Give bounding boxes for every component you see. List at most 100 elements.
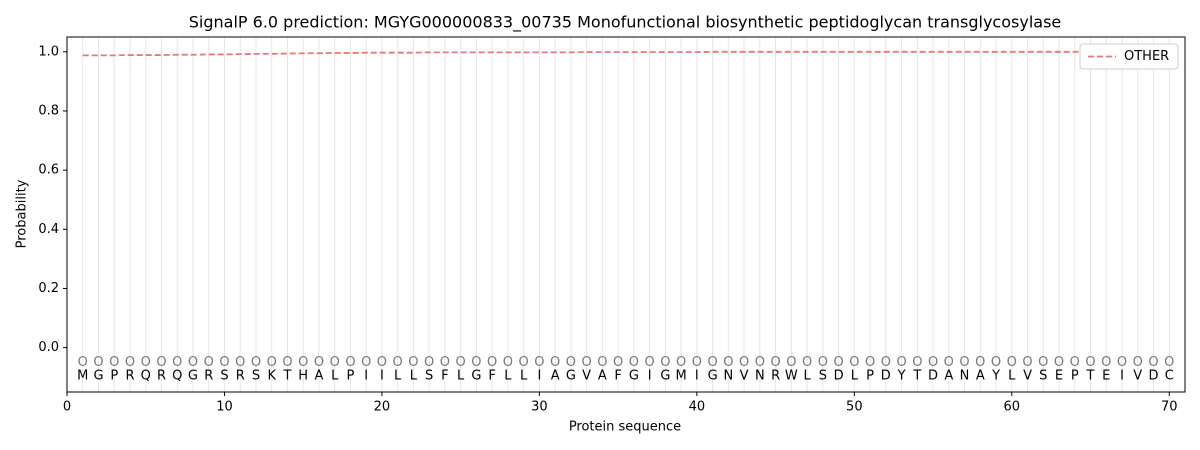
region-label: O	[487, 355, 497, 370]
region-label: O	[1101, 355, 1111, 370]
residue-label: L	[803, 369, 811, 384]
region-label: O	[739, 355, 749, 370]
region-label: O	[534, 355, 544, 370]
region-label: O	[1070, 355, 1080, 370]
residue-label: P	[1071, 369, 1079, 384]
region-label: O	[93, 355, 103, 370]
residue-label: G	[660, 369, 670, 384]
region-label: O	[1133, 355, 1143, 370]
residue-label: A	[598, 369, 607, 384]
chart-title: SignalP 6.0 prediction: MGYG000000833_00…	[189, 13, 1062, 33]
residue-label: K	[267, 369, 276, 384]
region-label: O	[550, 355, 560, 370]
region-label: O	[188, 355, 198, 370]
residue-label: G	[471, 369, 481, 384]
residue-label: A	[944, 369, 953, 384]
region-label: O	[802, 355, 812, 370]
residue-label: E	[1055, 369, 1063, 384]
residue-label: V	[1133, 369, 1142, 384]
x-tick-label: 40	[689, 400, 706, 415]
y-tick-label: 0.6	[38, 163, 59, 178]
residue-label: Y	[897, 369, 906, 384]
region-label: O	[818, 355, 828, 370]
x-tick-label: 60	[1004, 400, 1021, 415]
region-label: O	[172, 355, 182, 370]
x-tick-label: 20	[374, 400, 391, 415]
region-label: O	[865, 355, 875, 370]
residue-label: G	[708, 369, 718, 384]
region-label: O	[282, 355, 292, 370]
region-label: O	[928, 355, 938, 370]
residue-label: D	[1148, 369, 1158, 384]
region-label: O	[1007, 355, 1017, 370]
residue-label: N	[723, 369, 733, 384]
residue-label: V	[740, 369, 749, 384]
region-label: O	[629, 355, 639, 370]
x-axis-label: Protein sequence	[569, 420, 681, 435]
region-label: O	[393, 355, 403, 370]
residue-label: C	[1165, 369, 1174, 384]
residue-label: V	[582, 369, 591, 384]
residue-label: T	[282, 369, 291, 384]
region-label: O	[1022, 355, 1032, 370]
region-label: O	[314, 355, 324, 370]
residue-label: Q	[172, 369, 182, 384]
y-axis-label: Probability	[15, 179, 30, 248]
region-label: O	[219, 355, 229, 370]
residue-label: R	[236, 369, 245, 384]
region-label: O	[471, 355, 481, 370]
region-label: O	[519, 355, 529, 370]
residue-label: D	[834, 369, 844, 384]
region-label: O	[692, 355, 702, 370]
residue-label: I	[648, 369, 652, 384]
region-label: O	[770, 355, 780, 370]
region-label: O	[251, 355, 261, 370]
residue-label: S	[220, 369, 228, 384]
region-label: O	[896, 355, 906, 370]
residue-label: S	[252, 369, 260, 384]
x-tick-label: 30	[531, 400, 548, 415]
series-line	[82, 50, 1170, 57]
region-label: O	[1038, 355, 1048, 370]
region-label: O	[582, 355, 592, 370]
region-label: O	[141, 355, 151, 370]
region-label: O	[849, 355, 859, 370]
residue-label: L	[331, 369, 339, 384]
residue-label: M	[77, 369, 88, 384]
residue-label: S	[425, 369, 433, 384]
residue-label: V	[1023, 369, 1032, 384]
residue-label: L	[410, 369, 418, 384]
residue-label: A	[314, 369, 323, 384]
region-label: O	[723, 355, 733, 370]
region-label: O	[991, 355, 1001, 370]
x-tick-label: 50	[846, 400, 863, 415]
residue-label: P	[110, 369, 118, 384]
plot-frame	[66, 36, 1186, 393]
region-label: O	[235, 355, 245, 370]
residue-label: N	[755, 369, 765, 384]
legend-label: OTHER	[1124, 49, 1169, 64]
region-label: O	[1164, 355, 1174, 370]
residue-label: L	[394, 369, 402, 384]
region-label: O	[267, 355, 277, 370]
residue-label: M	[676, 369, 687, 384]
residue-label: F	[614, 369, 621, 384]
residue-label: I	[695, 369, 699, 384]
residue-label: R	[204, 369, 213, 384]
x-tick-label: 70	[1161, 400, 1178, 415]
region-label: O	[660, 355, 670, 370]
y-tick-label: 0.4	[38, 222, 59, 237]
residue-label: R	[771, 369, 780, 384]
region-label: O	[881, 355, 891, 370]
region-label: O	[1085, 355, 1095, 370]
x-tick-label: 0	[63, 400, 71, 415]
region-label: O	[330, 355, 340, 370]
residue-label: P	[866, 369, 874, 384]
residue-label: S	[1039, 369, 1047, 384]
residue-label: W	[785, 369, 798, 384]
region-label: O	[912, 355, 922, 370]
region-label: O	[156, 355, 166, 370]
residue-label: G	[566, 369, 576, 384]
region-label: O	[377, 355, 387, 370]
